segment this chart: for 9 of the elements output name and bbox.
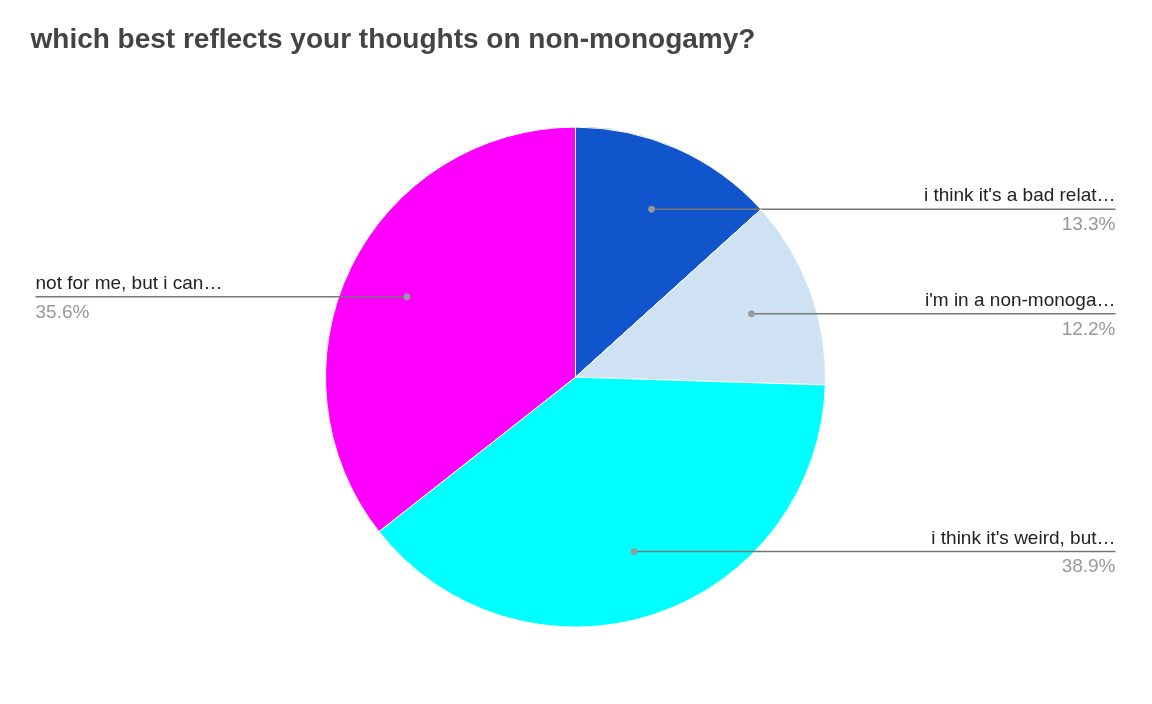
slice-label: i think it's a bad relat… — [923, 184, 1116, 206]
chart-title: which best reflects your thoughts on non-monogamy? — [29, 22, 756, 54]
data-label: 12.2% — [1061, 317, 1116, 339]
slice-label: not for me, but i can… — [35, 271, 223, 293]
data-label: 13.3% — [1061, 213, 1116, 235]
slice-label: i'm in a non-monoga… — [924, 288, 1116, 310]
data-label: 38.9% — [1061, 555, 1116, 577]
data-label: 35.6% — [35, 300, 90, 322]
slice-label: i think it's weird, but… — [931, 526, 1116, 548]
